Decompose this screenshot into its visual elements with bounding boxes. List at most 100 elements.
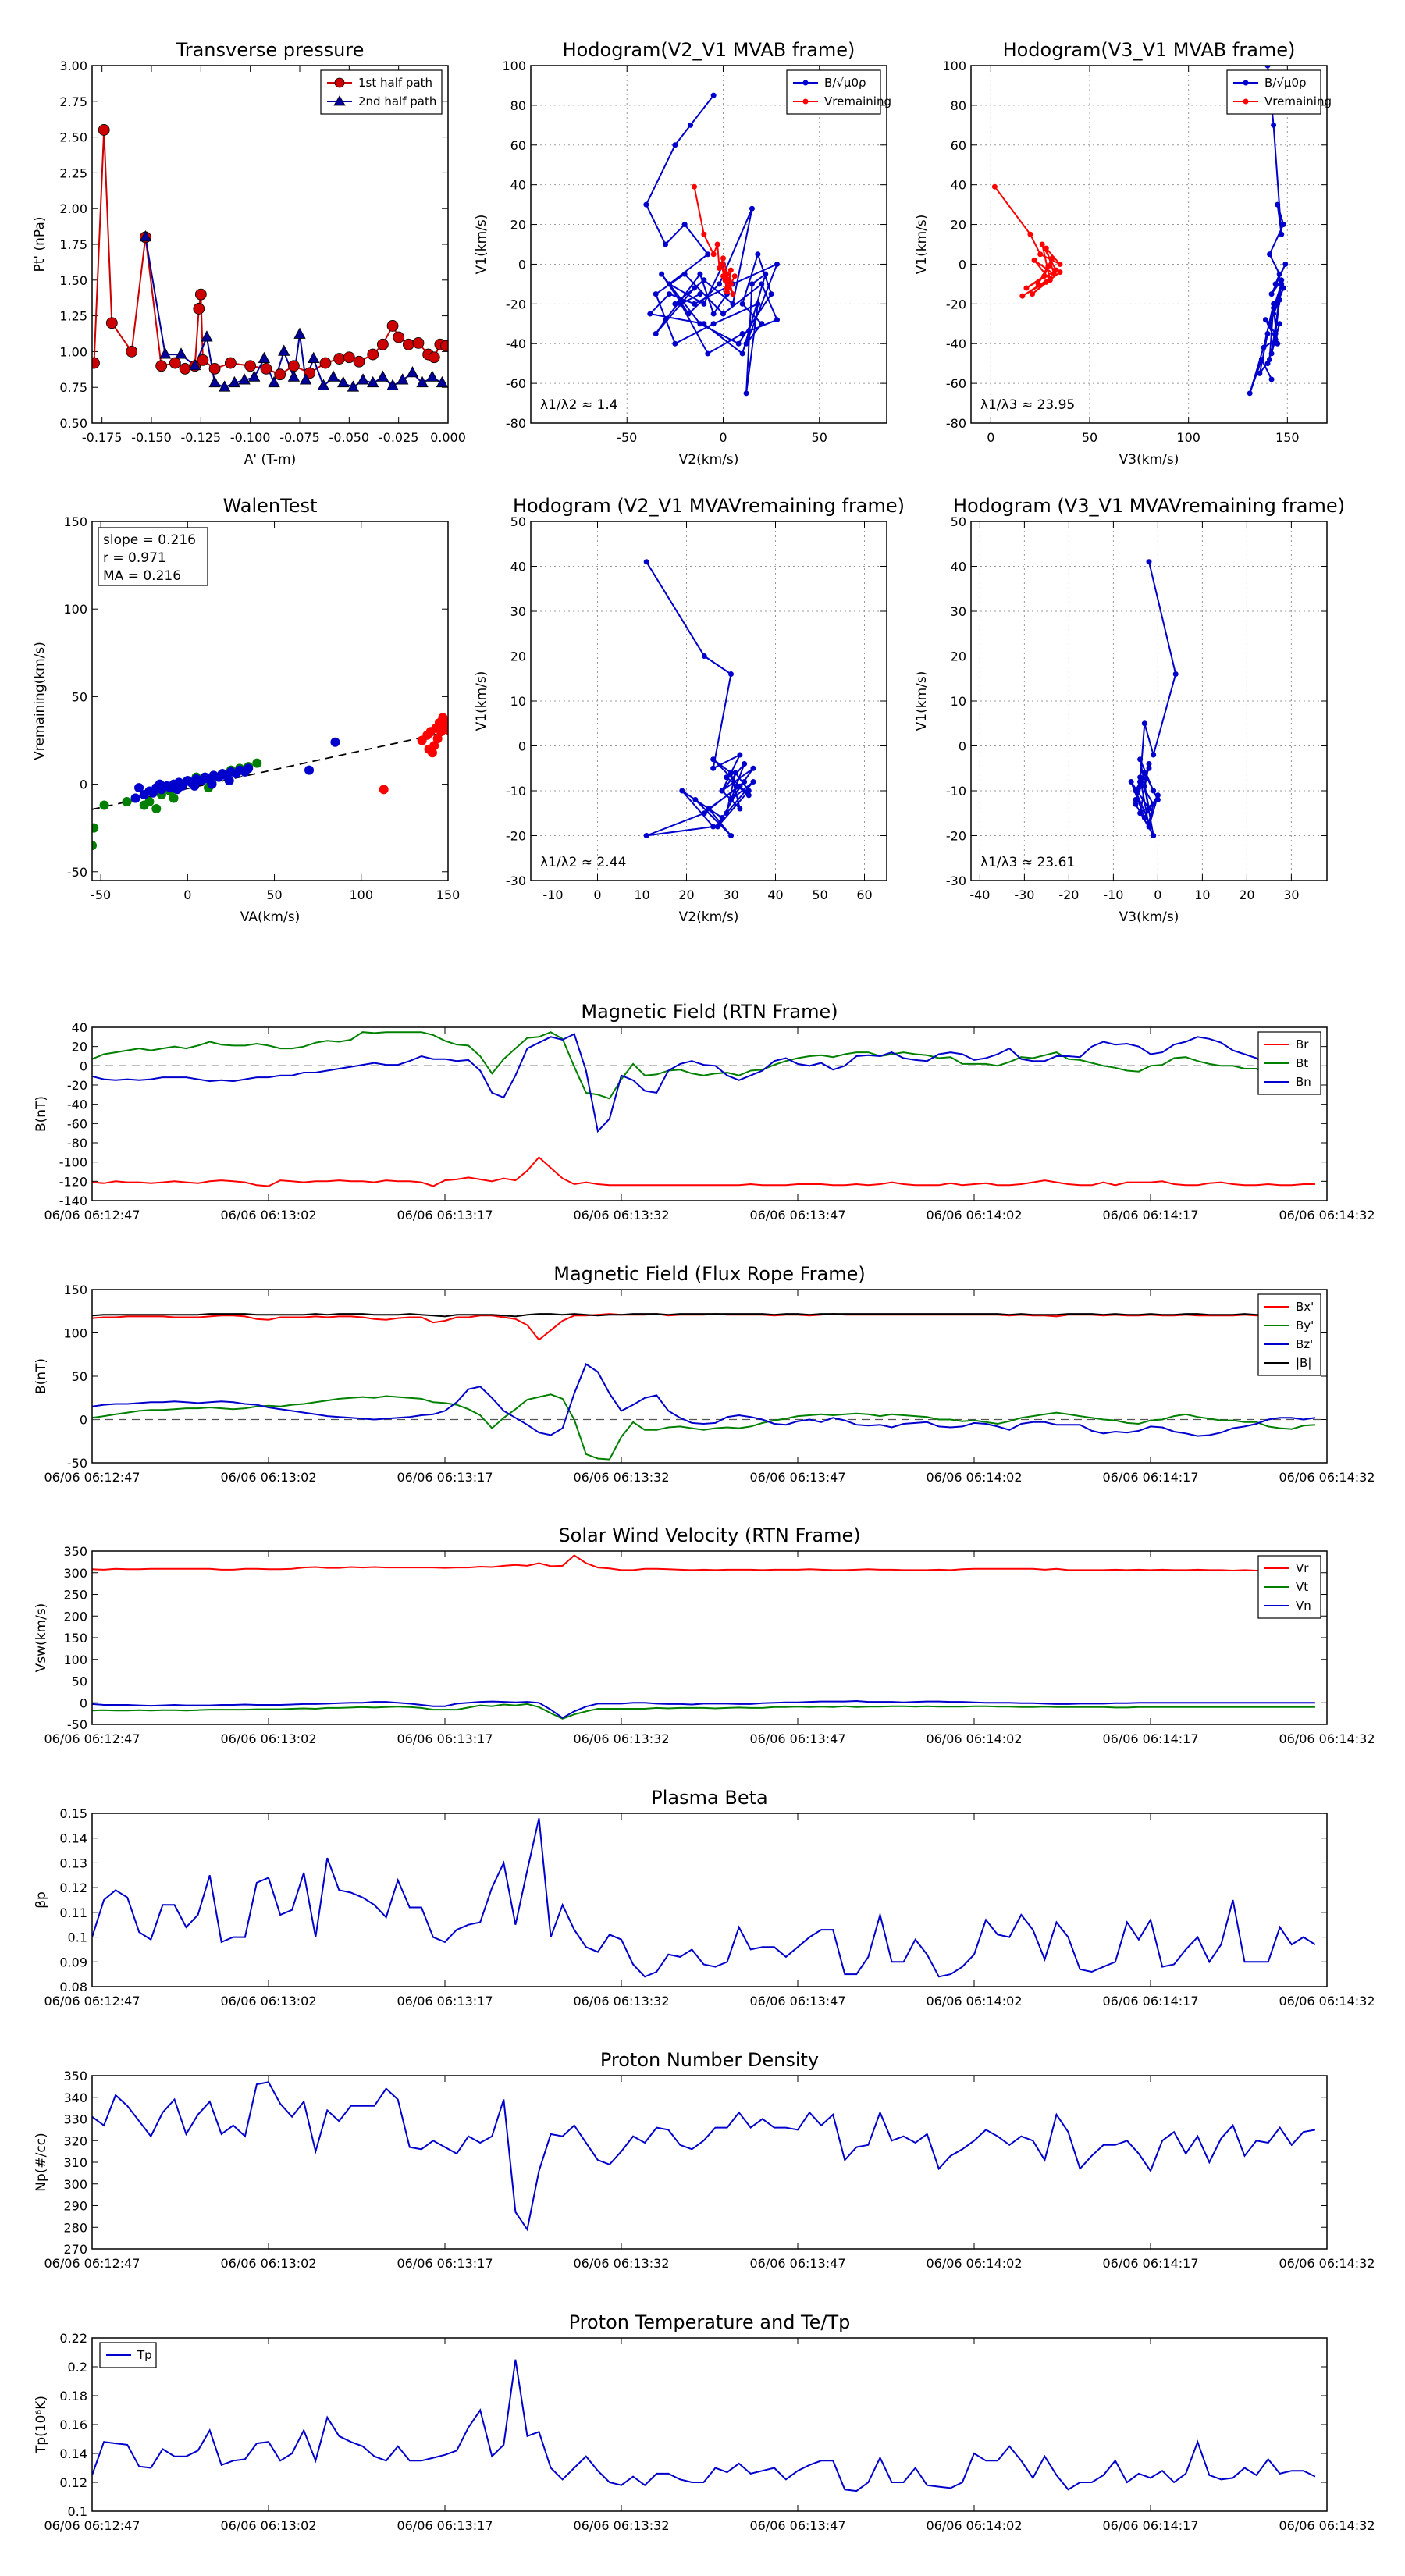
data-point (440, 340, 448, 352)
x-axis-label: A' (T-m) (244, 452, 297, 468)
chart-title: Hodogram (V3_V1 MVAVremaining frame) (953, 495, 1345, 517)
data-point (727, 267, 734, 273)
y-tick-label: 0.18 (59, 2389, 87, 2403)
y-axis-label: Np(#/cc) (34, 2133, 49, 2191)
data-point (663, 241, 669, 247)
data-point (386, 320, 399, 332)
y-axis-label: V1(km/s) (914, 215, 930, 275)
data-point (1039, 241, 1045, 247)
y-tick-label: 0.12 (59, 1880, 87, 1895)
data-point (1279, 231, 1285, 237)
data-point (258, 351, 271, 363)
data-point (697, 291, 703, 297)
data-point (1137, 779, 1144, 785)
y-tick-label: -140 (59, 1194, 87, 1208)
data-point (1141, 770, 1147, 776)
x-tick-label: 50 (812, 888, 827, 902)
x-tick-label: 06/06 06:13:32 (573, 2256, 669, 2271)
plot-area (643, 92, 781, 397)
data-point (1137, 774, 1144, 781)
y-tick-label: 250 (63, 1588, 87, 1603)
legend-box (1257, 1293, 1321, 1376)
y-axis-label: B(nT) (34, 1096, 49, 1132)
chart-transverse-pressure: Transverse pressure Pt' (nPa) A' (T-m) 0.50… (32, 39, 466, 468)
chart-vsw: Solar Wind Velocity (RTN Frame) Vsw(km/s)… (34, 1525, 1375, 1746)
data-point (337, 375, 350, 388)
data-point (268, 375, 280, 388)
x-tick-label: 06/06 06:14:17 (1102, 1470, 1198, 1485)
y-tick-label: 50 (72, 1674, 87, 1689)
x-tick-label: 10 (634, 888, 649, 902)
y-tick-label: 0.1 (68, 2504, 87, 2519)
x-tick-label: 0 (987, 430, 994, 445)
x-tick-label: -50 (617, 430, 637, 445)
x-tick-label: 150 (1275, 430, 1300, 445)
data-point (763, 271, 769, 277)
legend-label: 2nd half path (358, 94, 436, 109)
stats-box (98, 527, 208, 586)
data-point (659, 271, 665, 277)
data-point (731, 273, 738, 279)
y-tick-label: 290 (63, 2199, 87, 2214)
y-tick-label: 0.12 (59, 2475, 87, 2490)
data-point (755, 251, 761, 258)
y-tick-label: 50 (510, 514, 526, 529)
plot-frame (91, 521, 449, 881)
plot-frame (530, 65, 887, 424)
legend-label: Vt (1296, 1580, 1308, 1594)
data-point (697, 271, 703, 277)
y-tick-label: -50 (67, 865, 87, 880)
data-point (735, 340, 742, 347)
data-point (260, 362, 272, 375)
data-point (208, 362, 221, 375)
y-tick-label: -60 (946, 376, 966, 391)
data-point (122, 797, 132, 807)
x-tick-label: 30 (1283, 888, 1299, 902)
data-point (749, 205, 755, 212)
chart-h2: Hodogram(V3_V1 MVAB frame) V1(km/s) V3(km/… (914, 39, 1332, 468)
series-line (1130, 561, 1177, 836)
legend-label: 1st half path (358, 76, 432, 90)
y-tick-label: 150 (63, 1631, 87, 1646)
x-tick-label: 06/06 06:12:47 (44, 2518, 140, 2533)
data-point (697, 321, 703, 327)
y-tick-label: 20 (72, 1040, 87, 1055)
data-point (201, 330, 213, 342)
data-point (169, 793, 179, 803)
series-line-Vn (92, 1699, 1315, 1719)
data-point (701, 653, 707, 659)
x-tick-label: -50 (91, 888, 111, 902)
data-point (692, 285, 698, 291)
x-tick-label: 0 (183, 888, 191, 902)
series-line-|B| (92, 1313, 1315, 1318)
y-tick-label: 0.08 (59, 1980, 87, 1994)
x-tick-label: 10 (1194, 888, 1210, 902)
x-tick-label: 06/06 06:13:32 (573, 1470, 669, 1485)
data-point (155, 779, 165, 789)
data-point (1133, 801, 1139, 807)
plot-area (1128, 559, 1179, 838)
x-tick-label: 06/06 06:13:02 (220, 1994, 316, 2008)
plot-area (92, 124, 448, 392)
data-point (1047, 275, 1053, 281)
data-point (1133, 788, 1139, 794)
data-point (207, 779, 217, 789)
data-point (739, 301, 745, 307)
chart-tp: Proton Temperature and Te/TpTp(10⁶K)0.10… (34, 2311, 1375, 2533)
data-point (193, 303, 205, 315)
x-tick-label: 06/06 06:12:47 (44, 1994, 140, 2008)
data-point (151, 804, 162, 813)
data-point (720, 311, 726, 317)
x-tick-label: 30 (723, 888, 738, 902)
plot-frame (91, 65, 449, 424)
data-point (169, 357, 181, 369)
chart-h4: Hodogram (V3_V1 MVAVremaining frame) V1(k… (914, 495, 1345, 925)
y-tick-label: 0 (80, 1695, 87, 1710)
series-line (646, 561, 754, 837)
y-tick-label: 40 (951, 560, 966, 575)
legend-box (786, 69, 881, 115)
x-axis-label: V3(km/s) (1119, 452, 1179, 468)
y-tick-label: -10 (506, 784, 526, 799)
data-point (1146, 559, 1152, 565)
data-point (710, 92, 717, 98)
